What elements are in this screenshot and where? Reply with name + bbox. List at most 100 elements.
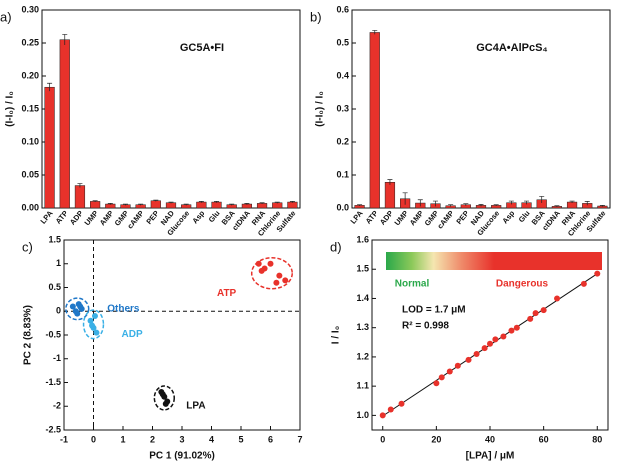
- error-bar: [122, 203, 128, 206]
- x-tick-label: UMP: [83, 209, 101, 228]
- bar: [74, 185, 86, 209]
- annotation: R² = 0.998: [402, 321, 449, 332]
- error-bar: [168, 201, 174, 204]
- point: [69, 303, 76, 310]
- group-ellipse: [250, 257, 294, 290]
- y-axis-label: (I-I₀) / I₀: [5, 91, 16, 127]
- point: [433, 380, 440, 387]
- y-tick-label: -1.5: [45, 377, 61, 387]
- point: [487, 340, 493, 347]
- point: [77, 303, 84, 310]
- y-tick-label: 0.3: [336, 103, 349, 113]
- bar: [150, 200, 161, 209]
- error-bar: [524, 200, 530, 205]
- panel-label: c): [22, 239, 33, 254]
- x-tick-label: 5: [238, 434, 243, 444]
- y-tick-label: -2: [53, 401, 61, 411]
- point: [446, 368, 453, 375]
- point: [162, 400, 169, 407]
- y-tick-label: 0.5: [336, 37, 349, 47]
- x-tick-label: LPA: [38, 208, 55, 225]
- x-tick-label: PEP: [454, 209, 471, 226]
- x-tick-label: ctDNA: [540, 208, 562, 232]
- x-tick-label: 1: [120, 434, 125, 444]
- error-bar: [493, 204, 499, 207]
- x-tick-label: ctDNA: [230, 208, 252, 232]
- point: [255, 260, 262, 267]
- group-ellipse: [82, 309, 105, 340]
- error-bar: [289, 201, 295, 203]
- x-tick-label: 2: [150, 434, 155, 444]
- y-tick-label: 0.05: [21, 169, 39, 179]
- x-tick-label: ADP: [68, 209, 85, 227]
- group-label: ATP: [217, 288, 237, 299]
- point: [513, 324, 520, 331]
- y-tick-label: 0.5: [48, 282, 61, 292]
- x-tick-label: 7: [297, 434, 302, 444]
- bar: [90, 201, 101, 209]
- error-bar: [584, 201, 590, 206]
- point: [282, 277, 289, 284]
- x-tick-label: 4: [209, 434, 214, 444]
- point: [465, 356, 472, 363]
- x-tick-label: -1: [60, 434, 68, 444]
- point: [492, 336, 499, 343]
- x-tick-label: AMP: [98, 209, 116, 228]
- y-tick-label: 0: [56, 306, 61, 316]
- point: [580, 280, 587, 287]
- error-bar: [92, 200, 98, 203]
- y-tick-label: 0.15: [21, 103, 39, 113]
- x-tick-label: PEP: [144, 209, 161, 226]
- point: [454, 362, 461, 369]
- point: [87, 317, 94, 324]
- point: [258, 267, 265, 274]
- x-tick-label: 20: [431, 434, 441, 444]
- x-tick-label: cAMP: [435, 209, 455, 231]
- y-tick-label: 1.5: [356, 264, 369, 274]
- point: [594, 270, 601, 277]
- error-bar: [214, 201, 220, 203]
- x-tick-label: cAMP: [125, 209, 145, 231]
- error-bar: [47, 82, 53, 92]
- y-tick-label: 1.0: [356, 410, 369, 420]
- error-bar: [539, 196, 545, 204]
- x-tick-label: LPA: [348, 208, 365, 225]
- error-bar: [274, 201, 280, 204]
- y-tick-label: 0.00: [21, 202, 39, 212]
- bar: [369, 32, 380, 209]
- x-axis-label: [LPA] / μM: [466, 451, 515, 462]
- panel-label: d): [330, 239, 342, 254]
- group-label: Others: [107, 304, 140, 315]
- point: [74, 310, 81, 317]
- point: [473, 351, 480, 357]
- group-label: ADP: [122, 329, 143, 340]
- y-tick-label: 0.20: [21, 70, 39, 80]
- x-tick-label: ADP: [378, 209, 395, 227]
- y-tick-label: 0.4: [336, 70, 349, 80]
- annotation: LOD = 1.7 μM: [402, 305, 466, 316]
- x-tick-label: 60: [539, 434, 549, 444]
- point: [267, 260, 274, 267]
- y-tick-label: -0.5: [45, 329, 61, 339]
- point: [91, 313, 98, 319]
- bar: [59, 39, 70, 209]
- error-bar: [372, 30, 378, 35]
- y-tick-label: 0.30: [21, 4, 39, 14]
- group-ellipse: [65, 297, 90, 321]
- point: [276, 272, 283, 279]
- y-tick-label: 1.5: [48, 234, 61, 244]
- y-tick-label: -1: [53, 353, 61, 363]
- y-tick-label: 1.6: [356, 234, 369, 244]
- y-tick-label: 0.1: [336, 169, 349, 179]
- point: [93, 329, 100, 336]
- bar: [44, 86, 55, 209]
- plot-frame: [41, 9, 301, 209]
- bar: [256, 203, 268, 209]
- y-tick-label: 1.3: [356, 322, 369, 332]
- x-tick-label: 40: [485, 434, 495, 444]
- error-bar: [478, 204, 484, 207]
- error-bar: [599, 205, 605, 207]
- x-tick-label: 80: [592, 434, 602, 444]
- bar: [196, 201, 207, 209]
